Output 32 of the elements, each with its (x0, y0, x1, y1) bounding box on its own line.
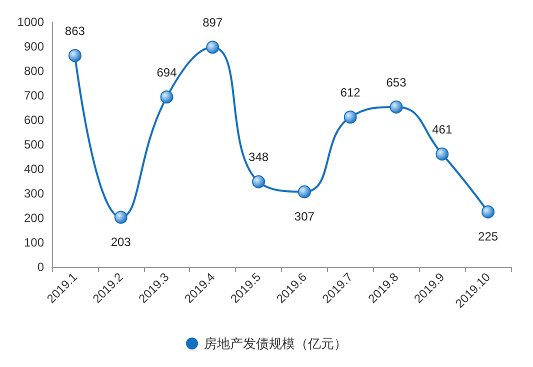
point (344, 110, 357, 124)
data-label: 897 (202, 16, 223, 30)
y-tick-label: 900 (24, 40, 44, 54)
data-label: 225 (478, 229, 498, 244)
y-tick-label: 200 (24, 211, 44, 225)
y-tick-label: 800 (24, 64, 44, 78)
data-label: 612 (340, 86, 361, 100)
data-label: 461 (432, 122, 452, 137)
point (160, 90, 174, 104)
y-tick-label: 0 (37, 260, 44, 274)
data-label: 863 (64, 24, 86, 38)
point (390, 100, 403, 114)
data-label: 203 (110, 234, 132, 249)
y-tick-label: 1000 (17, 15, 44, 29)
point (206, 40, 220, 54)
y-tick-label: 600 (24, 113, 44, 127)
point (482, 205, 495, 218)
point (252, 175, 266, 188)
point (68, 49, 82, 62)
y-tick-label: 400 (24, 162, 44, 176)
point (436, 148, 449, 161)
legend-label: 房地产发债规模（亿元） (204, 336, 347, 351)
data-label: 653 (386, 76, 407, 90)
point (114, 210, 128, 224)
data-label: 307 (294, 209, 315, 224)
y-tick-label: 100 (24, 236, 44, 250)
y-tick-label: 700 (24, 88, 44, 102)
y-tick-label: 300 (24, 186, 44, 200)
point (298, 185, 311, 198)
data-label: 348 (248, 150, 269, 164)
data-label: 694 (156, 65, 178, 80)
y-tick-label: 500 (24, 138, 44, 152)
